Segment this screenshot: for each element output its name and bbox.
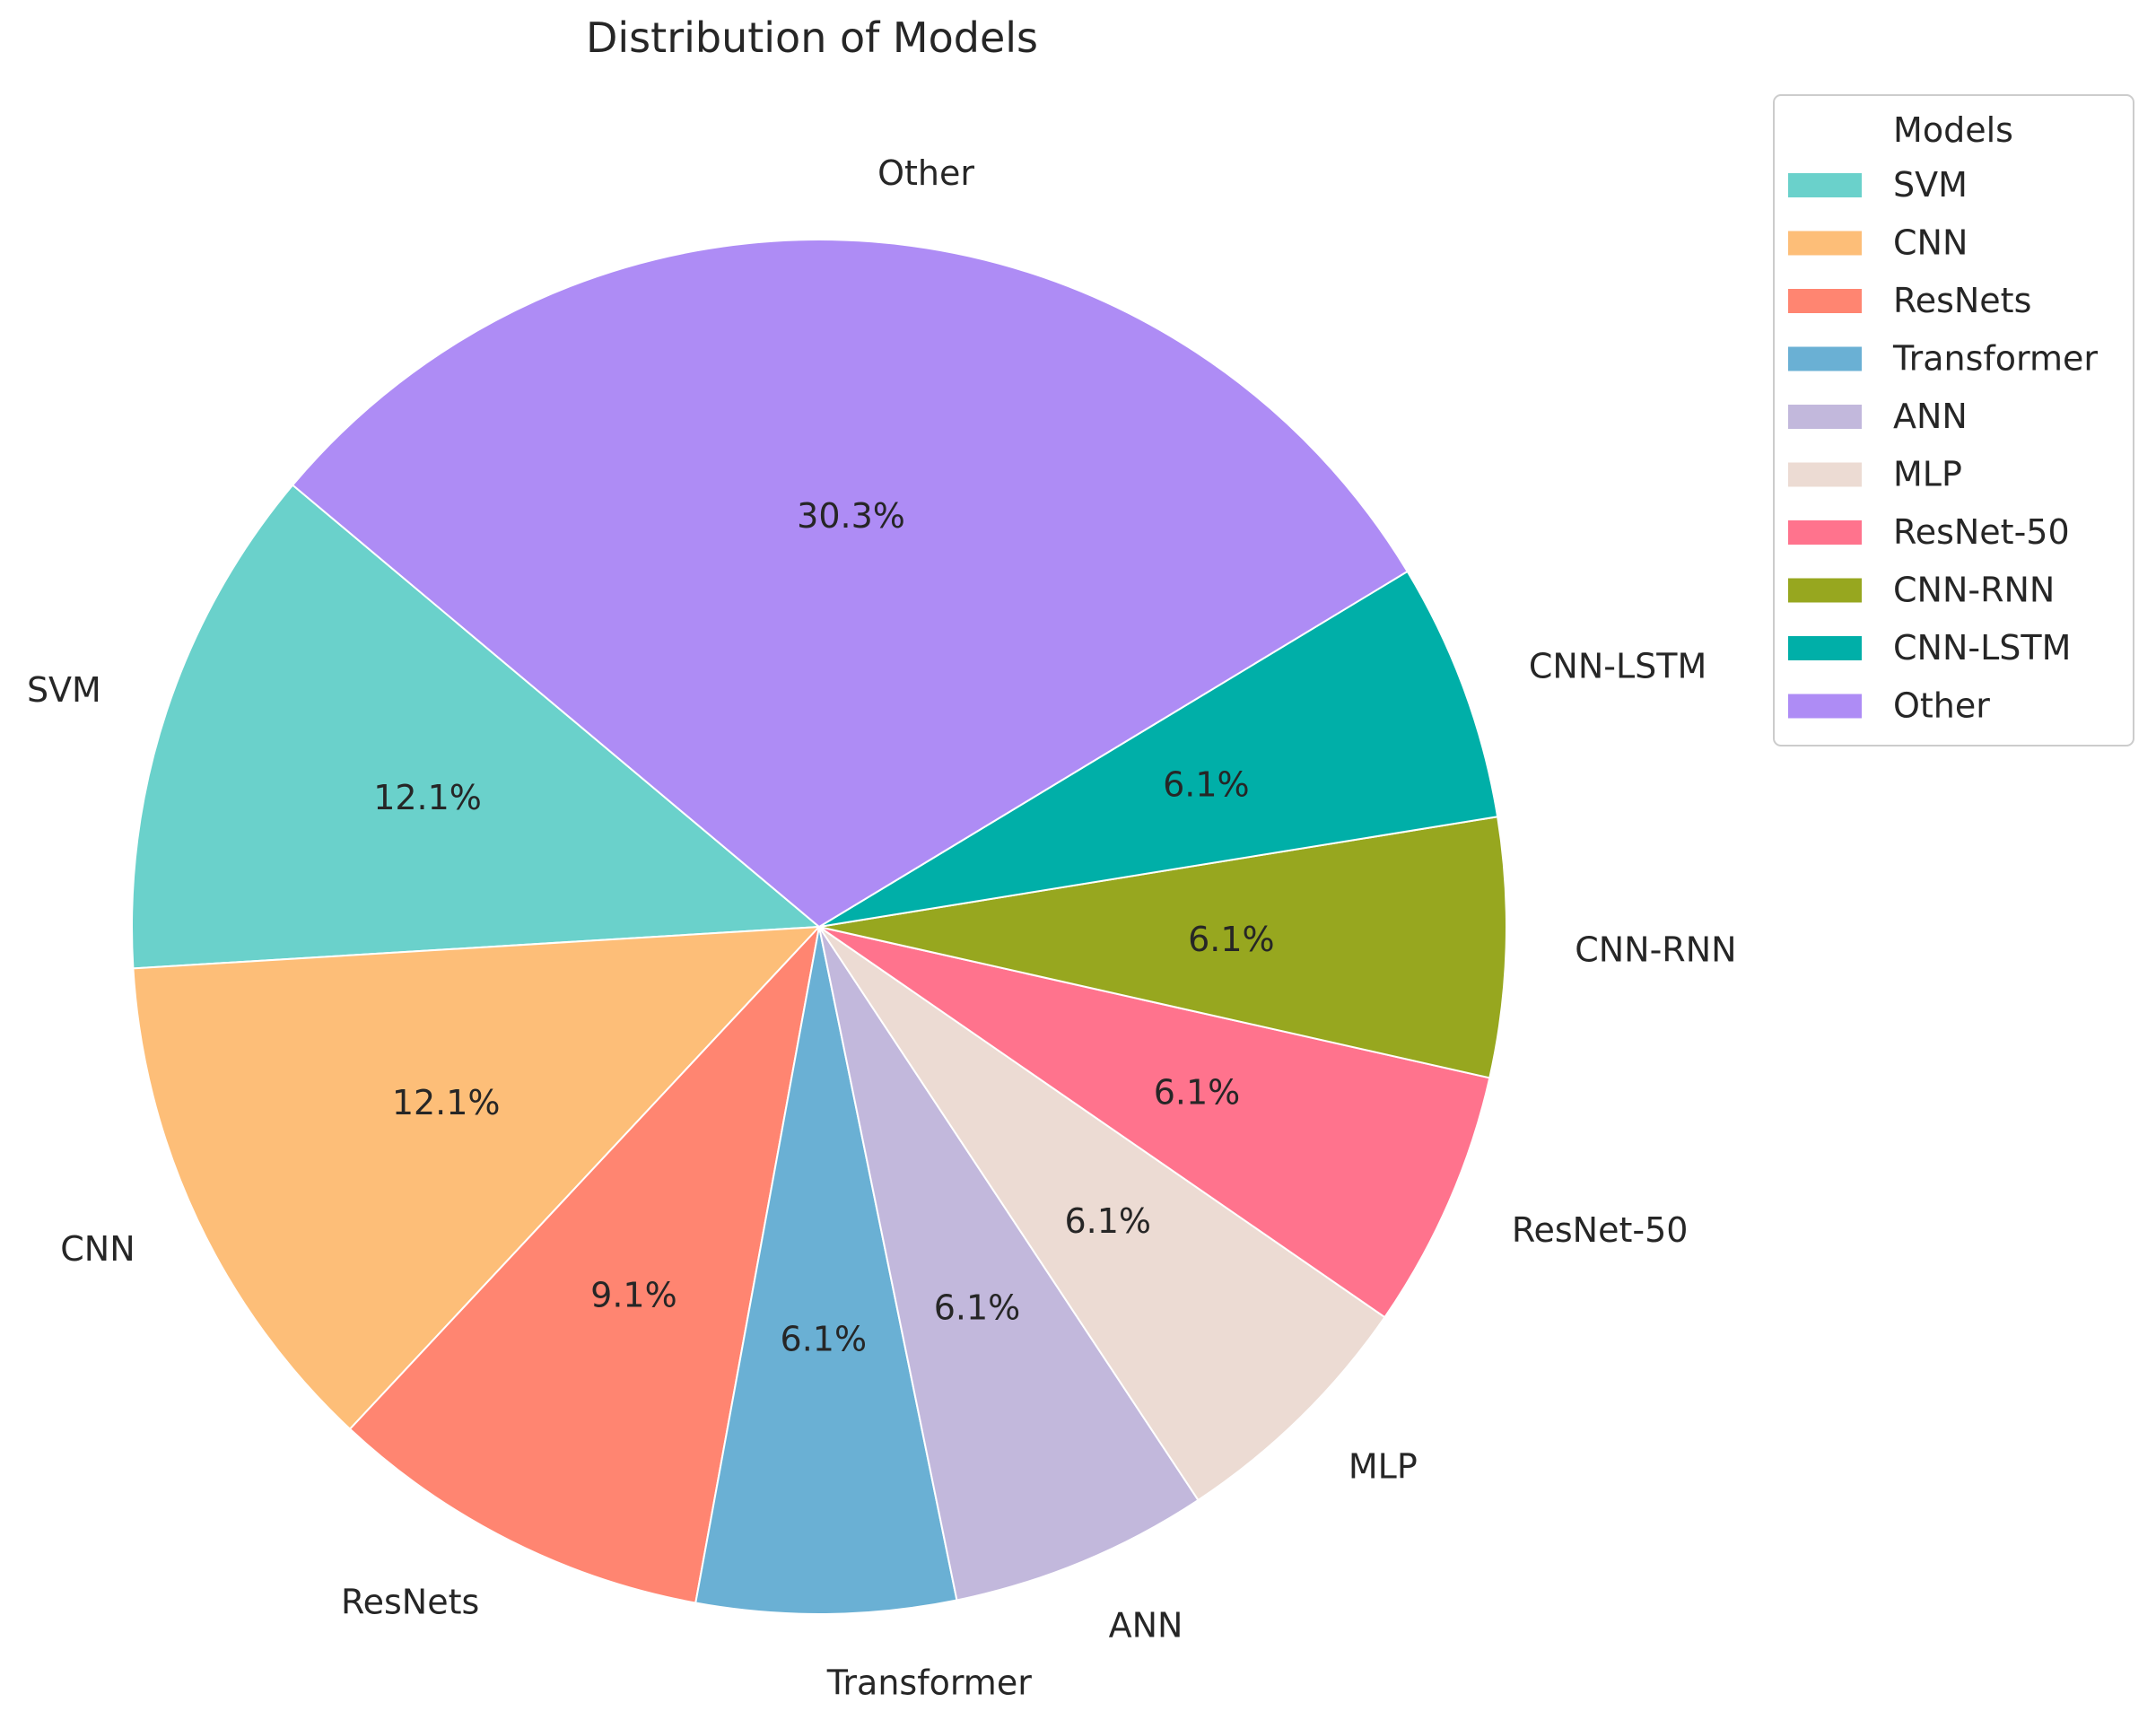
legend-label: MLP	[1893, 455, 1962, 494]
slice-category-label: ResNet-50	[1512, 1210, 1689, 1250]
slice-category-label: Other	[877, 153, 974, 193]
slice-category-label: ResNets	[341, 1583, 479, 1622]
legend-swatch	[1788, 636, 1862, 660]
legend-label: ResNets	[1893, 281, 2031, 320]
slice-category-label: ANN	[1109, 1605, 1183, 1645]
legend-swatch	[1788, 405, 1862, 429]
legend-swatch	[1788, 289, 1862, 313]
slice-percent-label: 6.1%	[781, 1320, 868, 1359]
legend-swatch	[1788, 520, 1862, 545]
slice-percent-label: 12.1%	[373, 778, 482, 817]
slice-category-label: SVM	[27, 670, 101, 710]
slice-percent-label: 9.1%	[590, 1276, 677, 1315]
legend-swatch	[1788, 578, 1862, 603]
legend-swatch	[1788, 346, 1862, 371]
slice-category-label: Transformer	[826, 1663, 1032, 1703]
pie-slice-resnets	[348, 923, 821, 1604]
slice-category-label: CNN-RNN	[1575, 930, 1736, 970]
slice-percent-label: 6.1%	[1163, 764, 1250, 804]
legend-label: CNN-LSTM	[1893, 628, 2071, 668]
slice-percent-label: 6.1%	[934, 1288, 1021, 1328]
slice-category-label: MLP	[1349, 1447, 1418, 1487]
pie-slice-transformer	[694, 926, 958, 1615]
legend-label: CNN	[1893, 223, 1968, 263]
legend-label: ResNet-50	[1893, 512, 2070, 552]
pie-slice-ann	[818, 926, 1200, 1602]
legend-label: SVM	[1893, 165, 1968, 205]
pie-slice-cnn-lstm	[818, 570, 1499, 928]
pie-slice-cnn-rnn	[818, 816, 1507, 1079]
legend: Models SVM CNN ResNets Transformer ANN MLP Res…	[1773, 94, 2134, 746]
legend-swatch	[1788, 694, 1862, 719]
legend-label: CNN-RNN	[1893, 571, 2055, 610]
slice-percent-label: 12.1%	[392, 1083, 501, 1122]
legend-swatch	[1788, 462, 1862, 487]
legend-title: Models	[1893, 110, 2013, 150]
pie-slice-svm	[131, 484, 822, 970]
pie-slice-mlp	[818, 926, 1386, 1502]
slice-category-label: CNN-LSTM	[1529, 646, 1706, 685]
legend-label: ANN	[1893, 397, 1968, 436]
legend-label: Transformer	[1892, 339, 2098, 379]
slice-percent-label: 6.1%	[1064, 1201, 1151, 1241]
slice-percent-label: 6.1%	[1154, 1072, 1241, 1112]
pie-slices	[131, 239, 1507, 1615]
pie-slice-other	[291, 239, 1410, 929]
slice-category-labels: SVM CNN ResNets Transformer ANN MLP ResNet-50 C…	[27, 153, 1737, 1703]
pie-slice-resnet-50	[818, 926, 1491, 1319]
pie-slice-cnn	[132, 925, 822, 1431]
legend-label: Other	[1893, 686, 1990, 726]
slice-percent-label: 6.1%	[1188, 920, 1275, 959]
legend-swatch	[1788, 231, 1862, 256]
slice-category-label: CNN	[60, 1229, 135, 1269]
legend-items: SVM CNN ResNets Transformer ANN MLP ResNet-50 C…	[1788, 165, 2098, 726]
slice-percent-label: 30.3%	[797, 496, 905, 536]
legend-swatch	[1788, 173, 1862, 197]
chart-title: Distribution of Models	[586, 13, 1038, 62]
slice-percent-labels: 12.1% 12.1% 9.1% 6.1% 6.1% 6.1% 6.1% 6.1% 6.1% 30…	[373, 496, 1274, 1359]
legend-frame	[1773, 94, 2134, 746]
